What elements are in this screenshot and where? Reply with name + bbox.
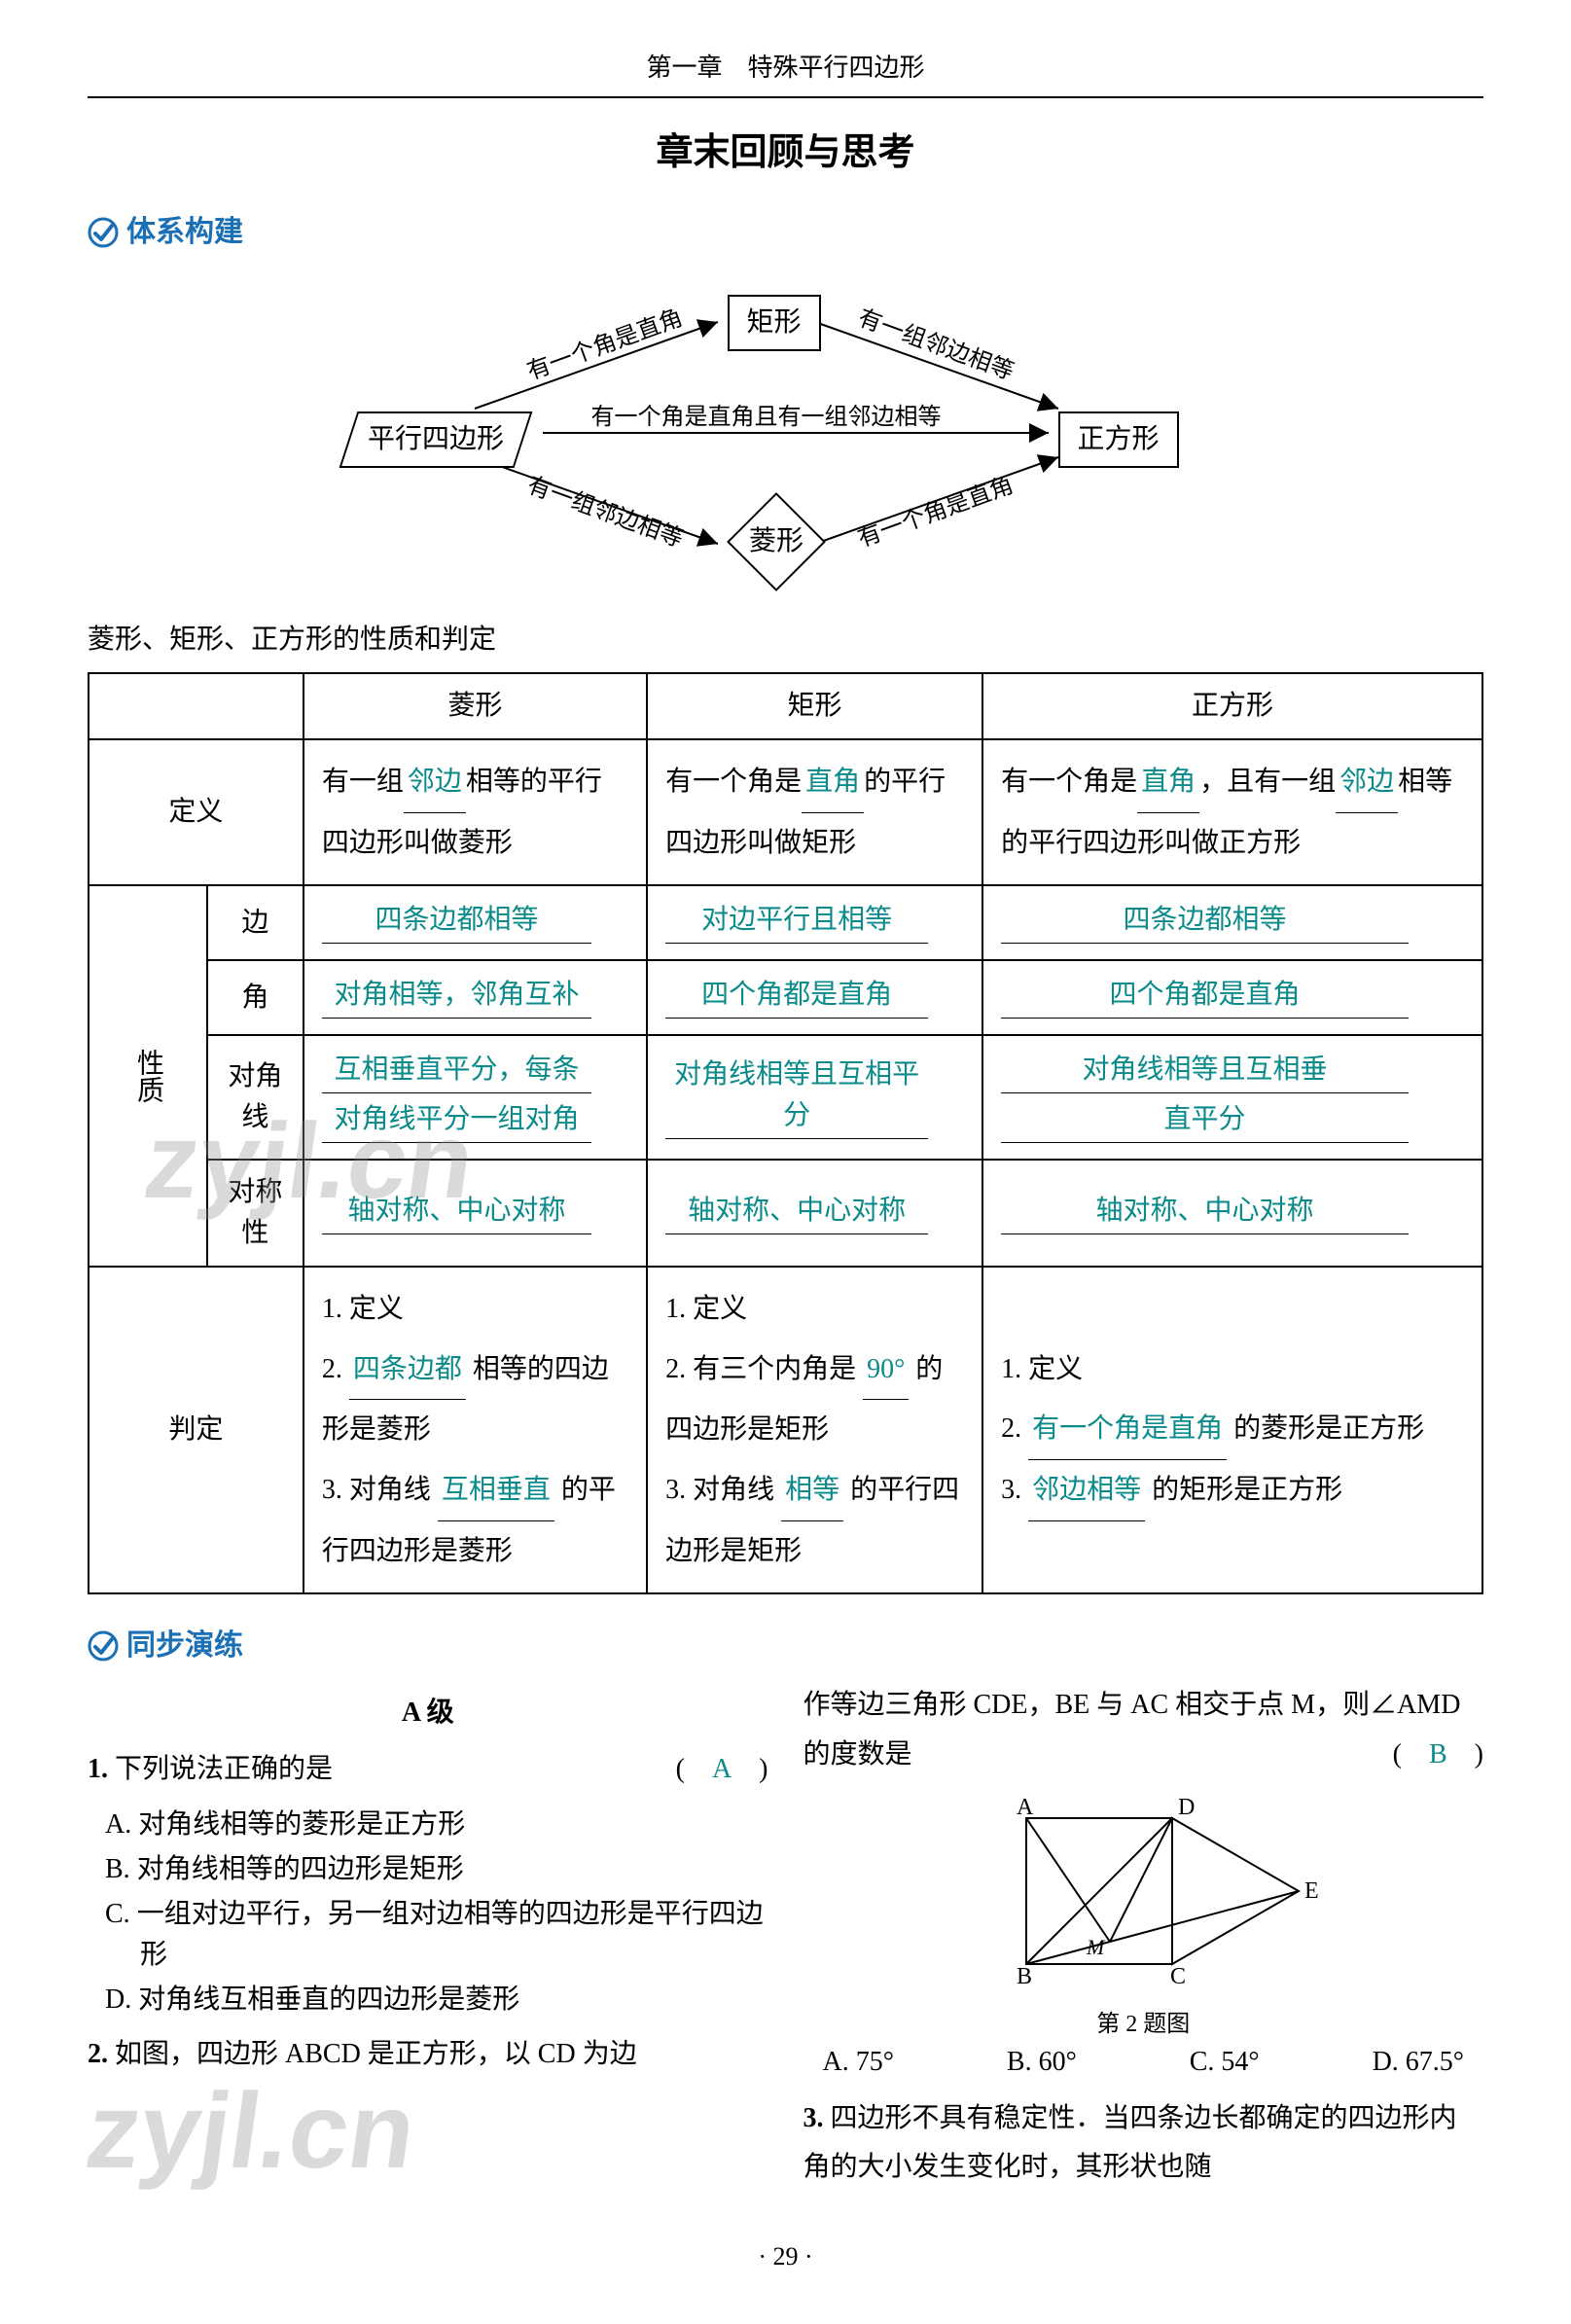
q3-number: 3.: [803, 2103, 831, 2133]
table-header-row: 菱形 矩形 正方形: [89, 673, 1482, 739]
page-title: 章末回顾与思考: [88, 125, 1483, 181]
diag-rhombus: 互相垂直平分，每条 对角线平分一组对角: [303, 1035, 647, 1160]
def-square: 有一个角是直角，且有一组邻边相等的平行四边形叫做正方形: [982, 739, 1482, 885]
angle-rect: 四个角都是直角: [647, 960, 982, 1035]
q2-opt-d: D. 67.5°: [1373, 2042, 1464, 2083]
judge-rect: 1. 定义 2. 有三个内角是 90° 的四边形是矩形 3. 对角线 相等 的平…: [647, 1267, 982, 1593]
def-rhombus: 有一组邻边相等的平行四边形叫做菱形: [303, 739, 647, 885]
q2-opt-c: C. 54°: [1190, 2042, 1260, 2083]
properties-table: 菱形 矩形 正方形 定义 有一组邻边相等的平行四边形叫做菱形 有一个角是直角的平…: [88, 672, 1483, 1594]
sym-square: 轴对称、中心对称: [982, 1160, 1482, 1267]
exercises-two-column: A 级 1. 下列说法正确的是 ( A ) A. 对角线相等的菱形是正方形 B.…: [88, 1681, 1483, 2202]
rowlabel-side: 边: [207, 885, 303, 960]
page-header-breadcrumb: 第一章 特殊平行四边形: [88, 49, 1483, 98]
side-square: 四条边都相等: [982, 885, 1482, 960]
q1-opt-d: D. 对角线互相垂直的四边形是菱形: [88, 1980, 768, 2020]
flow-node-square: 正方形: [1058, 411, 1179, 468]
diag-square: 对角线相等且互相垂 直平分: [982, 1035, 1482, 1160]
row-angle: 角 对角相等，邻角互补 四个角都是直角 四个角都是直角: [89, 960, 1482, 1035]
rowlabel-angle: 角: [207, 960, 303, 1035]
svg-text:M: M: [1086, 1935, 1106, 1959]
question-3: 3. 四边形不具有稳定性．当四条边长都确定的四边形内角的大小发生变化时，其形状也…: [803, 2094, 1484, 2193]
question-1: 1. 下列说法正确的是 ( A ): [88, 1745, 768, 1794]
section-exercises-label: 同步演练: [126, 1624, 243, 1667]
q2-opt-b: B. 60°: [1007, 2042, 1077, 2083]
q1-opt-a: A. 对角线相等的菱形是正方形: [88, 1805, 768, 1845]
check-icon: [88, 217, 119, 248]
question-2-part1: 2. 如图，四边形 ABCD 是正方形，以 CD 为边: [88, 2030, 768, 2079]
diag-rect: 对角线相等且互相平分: [647, 1035, 982, 1160]
svg-text:D: D: [1178, 1795, 1195, 1820]
judge-square: 1. 定义 2. 有一个角是直角 的菱形是正方形 3. 邻边相等 的矩形是正方形: [982, 1267, 1482, 1593]
q1-number: 1.: [88, 1754, 115, 1784]
page-number: · 29 ·: [88, 2237, 1483, 2275]
left-column: A 级 1. 下列说法正确的是 ( A ) A. 对角线相等的菱形是正方形 B.…: [88, 1681, 768, 2202]
table-caption: 菱形、矩形、正方形的性质和判定: [88, 620, 1483, 661]
q1-opt-c: C. 一组对边平行，另一组对边相等的四边形是平行四边形: [88, 1894, 768, 1976]
th-rhombus: 菱形: [303, 673, 647, 739]
q2-figure: A B C D E M: [958, 1789, 1328, 2003]
row-judgement: 判定 1. 定义 2. 四条边都 相等的四边形是菱形 3. 对角线 互相垂直 的…: [89, 1267, 1482, 1593]
th-square: 正方形: [982, 673, 1482, 739]
right-column: 作等边三角形 CDE，BE 与 AC 相交于点 M，则∠AMD 的度数是 ( B…: [803, 1681, 1484, 2202]
angle-rhombus: 对角相等，邻角互补: [303, 960, 647, 1035]
q2-opt-a: A. 75°: [823, 2042, 894, 2083]
row-diagonal: 对角线 互相垂直平分，每条 对角线平分一组对角 对角线相等且互相平分 对角线相等…: [89, 1035, 1482, 1160]
q1-answer-paren: ( A ): [676, 1745, 768, 1794]
svg-text:E: E: [1304, 1878, 1319, 1904]
q2-figure-caption: 第 2 题图: [803, 2007, 1484, 2042]
question-2-part2: 作等边三角形 CDE，BE 与 AC 相交于点 M，则∠AMD 的度数是 ( B…: [803, 1681, 1484, 1779]
rowlabel-symmetry: 对称性: [207, 1160, 303, 1267]
flow-diagram: 平行四边形 矩形 菱形 正方形 有一个角是直角 有一组邻边相等 有一个角是直角且…: [309, 268, 1263, 598]
q2-answer-paren: ( B ): [1393, 1731, 1483, 1779]
section-system-build-label: 体系构建: [126, 210, 243, 254]
section-system-build: 体系构建: [88, 210, 1483, 254]
svg-text:C: C: [1170, 1964, 1186, 1989]
edge-middle: 有一个角是直角且有一组邻边相等: [591, 400, 942, 435]
side-rhombus: 四条边都相等: [303, 885, 647, 960]
section-exercises: 同步演练: [88, 1624, 1483, 1667]
flow-node-parallelogram: 平行四边形: [339, 411, 532, 468]
judge-rhombus: 1. 定义 2. 四条边都 相等的四边形是菱形 3. 对角线 互相垂直 的平行四…: [303, 1267, 647, 1593]
row-definition: 定义 有一组邻边相等的平行四边形叫做菱形 有一个角是直角的平行四边形叫做矩形 有…: [89, 739, 1482, 885]
rowlabel-diagonal: 对角线: [207, 1035, 303, 1160]
rowlabel-judgement: 判定: [89, 1267, 303, 1593]
rowlabel-properties: 性质: [89, 885, 207, 1267]
q2-options-row: A. 75° B. 60° C. 54° D. 67.5°: [803, 2042, 1484, 2083]
sym-rect: 轴对称、中心对称: [647, 1160, 982, 1267]
sym-rhombus: 轴对称、中心对称: [303, 1160, 647, 1267]
angle-square: 四个角都是直角: [982, 960, 1482, 1035]
rowlabel-definition: 定义: [89, 739, 303, 885]
th-rectangle: 矩形: [647, 673, 982, 739]
def-rectangle: 有一个角是直角的平行四边形叫做矩形: [647, 739, 982, 885]
check-icon: [88, 1630, 119, 1662]
side-rect: 对边平行且相等: [647, 885, 982, 960]
q1-opt-b: B. 对角线相等的四边形是矩形: [88, 1849, 768, 1890]
level-a-label: A 级: [88, 1693, 768, 1734]
row-symmetry: 对称性 轴对称、中心对称 轴对称、中心对称 轴对称、中心对称: [89, 1160, 1482, 1267]
row-side: 性质 边 四条边都相等 对边平行且相等 四条边都相等: [89, 885, 1482, 960]
th-empty: [89, 673, 303, 739]
q2-number: 2.: [88, 2039, 115, 2069]
svg-text:A: A: [1017, 1795, 1034, 1820]
svg-text:B: B: [1017, 1964, 1032, 1989]
flow-node-rectangle: 矩形: [728, 295, 821, 351]
